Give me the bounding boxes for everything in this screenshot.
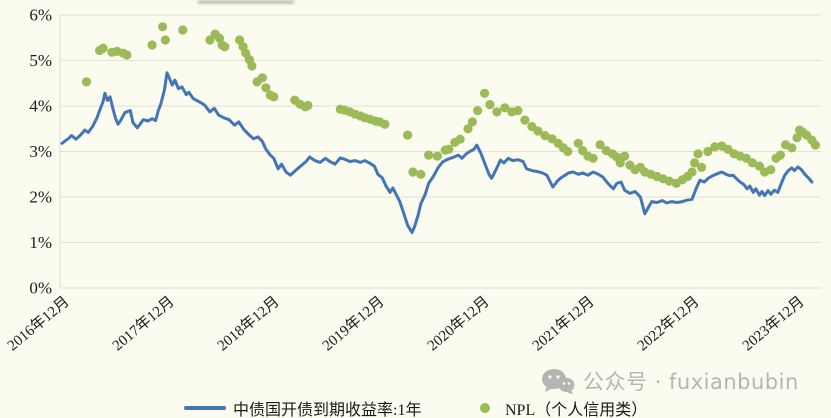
npl-dot-swatch bbox=[480, 403, 490, 413]
npl-dot bbox=[693, 149, 703, 159]
y-tick-label: 0% bbox=[29, 279, 52, 298]
npl-dot bbox=[408, 167, 418, 177]
npl-dot bbox=[158, 22, 168, 32]
npl-dot bbox=[205, 35, 215, 45]
x-tick-label: 2022年12月 bbox=[634, 293, 702, 354]
npl-dot bbox=[513, 106, 523, 116]
npl-dot bbox=[710, 142, 720, 152]
npl-dot bbox=[615, 158, 625, 168]
npl-dot bbox=[269, 92, 279, 102]
npl-dot bbox=[520, 115, 530, 125]
npl-dot bbox=[444, 144, 454, 154]
y-tick-label: 3% bbox=[29, 142, 52, 161]
npl-dot bbox=[424, 150, 434, 160]
npl-dot bbox=[463, 124, 473, 134]
npl-dot bbox=[810, 140, 821, 150]
npl-dot bbox=[403, 130, 413, 140]
npl-dot bbox=[81, 77, 92, 87]
yield-line bbox=[60, 71, 814, 234]
npl-dot bbox=[620, 151, 630, 161]
npl-dot bbox=[303, 100, 313, 111]
legend-item-yield: 中债国开债到期收益率:1年 bbox=[184, 396, 421, 418]
npl-dot bbox=[473, 106, 483, 116]
yield-line-swatch bbox=[184, 406, 226, 410]
npl-dot bbox=[467, 117, 477, 127]
x-tick-label: 2019年12月 bbox=[319, 293, 387, 354]
npl-dot bbox=[595, 140, 605, 150]
y-tick-label: 2% bbox=[29, 188, 52, 207]
x-tick-label: 2021年12月 bbox=[529, 293, 597, 354]
npl-dot bbox=[235, 35, 245, 45]
npl-dot bbox=[455, 134, 465, 144]
top-edge-artifact bbox=[198, 0, 294, 4]
x-tick-label: 2016年12月 bbox=[4, 293, 72, 354]
npl-dot bbox=[98, 43, 108, 53]
npl-dot bbox=[432, 151, 442, 161]
legend-item-npl: NPL（个人信用类） bbox=[480, 396, 647, 418]
npl-dot bbox=[380, 119, 390, 129]
npl-dot bbox=[178, 25, 188, 35]
npl-dot bbox=[563, 146, 573, 157]
npl-dot bbox=[485, 100, 495, 110]
npl-dot bbox=[664, 176, 674, 186]
x-tick-label: 2020年12月 bbox=[424, 293, 492, 354]
npl-dot bbox=[500, 103, 510, 113]
npl-dot bbox=[690, 158, 700, 168]
y-tick-label: 4% bbox=[29, 97, 52, 116]
npl-dot bbox=[533, 126, 543, 136]
npl-dot bbox=[220, 42, 230, 52]
npl-dot bbox=[492, 107, 502, 117]
npl-dot bbox=[416, 169, 426, 179]
npl-dot bbox=[480, 88, 490, 98]
x-tick-label: 2018年12月 bbox=[214, 293, 282, 354]
npl-dot bbox=[588, 153, 598, 163]
npl-dot bbox=[573, 138, 583, 148]
legend-label-npl: NPL（个人信用类） bbox=[505, 402, 648, 418]
npl-dot bbox=[160, 35, 170, 45]
npl-dot bbox=[766, 165, 776, 175]
npl-dot bbox=[540, 131, 550, 141]
chart-legend: 中债国开债到期收益率:1年 NPL（个人信用类） bbox=[0, 396, 831, 418]
npl-dot bbox=[697, 162, 707, 172]
npl-dot bbox=[261, 83, 271, 93]
y-tick-label: 6% bbox=[29, 6, 52, 25]
npl-dot bbox=[775, 150, 786, 160]
npl-dot bbox=[787, 143, 797, 153]
npl-dot bbox=[747, 158, 758, 168]
x-tick-label: 2023年12月 bbox=[739, 293, 807, 354]
npl-dot bbox=[754, 161, 765, 171]
x-tick-label: 2017年12月 bbox=[109, 293, 177, 354]
npl-dot bbox=[122, 50, 132, 60]
npl-dot bbox=[687, 167, 697, 177]
legend-label-yield: 中债国开债到期收益率:1年 bbox=[233, 402, 422, 418]
y-tick-label: 5% bbox=[29, 51, 52, 70]
npl-dot bbox=[257, 73, 267, 83]
npl-dot bbox=[792, 133, 802, 143]
y-tick-label: 1% bbox=[29, 233, 52, 252]
npl-dot bbox=[147, 40, 157, 50]
npl-dot bbox=[247, 61, 257, 71]
npl-dot bbox=[703, 146, 713, 157]
